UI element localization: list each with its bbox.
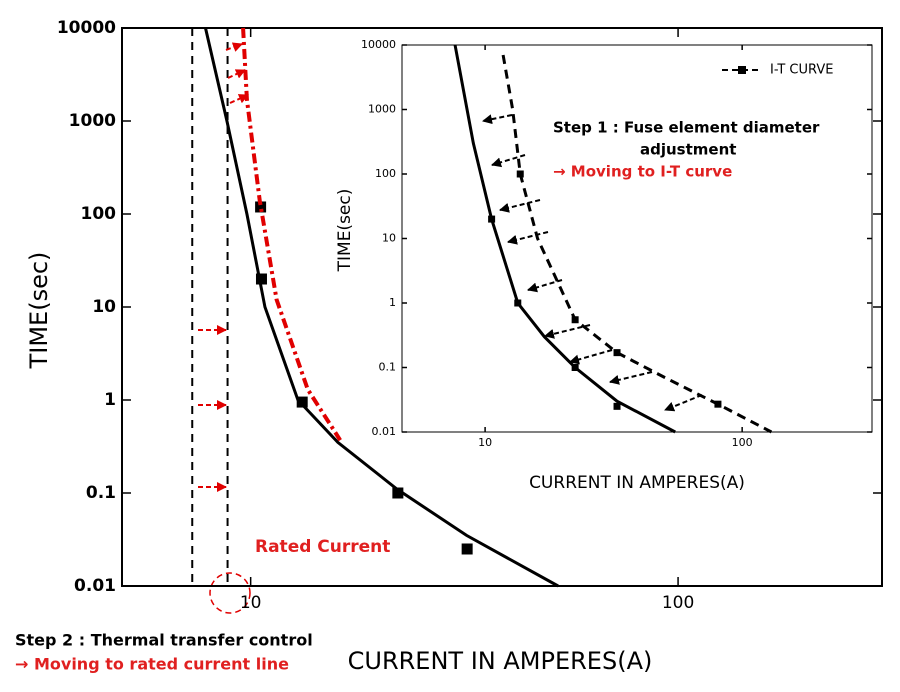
data-point [255, 273, 267, 285]
y-tick-label: 0.01 [372, 425, 397, 438]
data-point [613, 349, 621, 357]
x-tick-label: 10 [478, 436, 492, 449]
y-tick-label: 10 [382, 232, 396, 245]
annotation: → Moving to I-T curve [553, 163, 732, 181]
x-tick-label: 10 [240, 593, 262, 613]
data-point [514, 299, 522, 307]
legend-label: I-T CURVE [770, 63, 833, 78]
arrow [227, 69, 246, 79]
curve [241, 27, 342, 442]
data-point [516, 170, 524, 178]
data-point [613, 402, 621, 410]
y-tick-label: 1000 [368, 103, 396, 116]
y-tick-label: 10 [92, 297, 116, 317]
data-point [571, 316, 579, 324]
curve [453, 44, 676, 434]
arrow [609, 371, 653, 385]
x-tick-label: 100 [662, 593, 694, 613]
y-tick-label: 0.01 [74, 576, 116, 596]
x-tick-label: 100 [732, 436, 753, 449]
data-point [255, 201, 267, 213]
y-tick-label: 1 [389, 296, 396, 309]
arrow [569, 349, 613, 365]
annotation: Rated Current [255, 537, 390, 557]
rated-circle [209, 572, 251, 614]
y-tick-label: 1000 [69, 111, 116, 131]
arrow [664, 394, 703, 412]
arrow [225, 42, 243, 52]
annotation: Step 2 : Thermal transfer control [15, 631, 313, 650]
x-axis-label: CURRENT IN AMPERES(A) [348, 647, 653, 675]
y-axis-label: TIME(sec) [25, 252, 53, 370]
legend-marker [738, 66, 746, 74]
arrow [229, 94, 249, 104]
data-point [488, 215, 496, 223]
data-point [296, 396, 308, 408]
y-tick-label: 0.1 [379, 361, 397, 374]
annotation: Step 1 : Fuse element diameter [553, 119, 820, 137]
y-axis-label: TIME(sec) [335, 189, 355, 273]
annotation: adjustment [640, 141, 736, 159]
data-point [461, 543, 473, 555]
plot-frame [401, 44, 873, 433]
arrow [482, 114, 513, 125]
y-tick-label: 10000 [361, 38, 396, 51]
y-tick-label: 100 [81, 204, 117, 224]
arrow [491, 154, 526, 168]
arrow [527, 279, 563, 293]
arrow [499, 199, 541, 213]
data-point [714, 400, 722, 408]
y-tick-label: 100 [375, 167, 396, 180]
x-axis-label: CURRENT IN AMPERES(A) [529, 473, 745, 493]
data-point [392, 487, 404, 499]
y-tick-label: 0.1 [86, 483, 116, 503]
annotation: → Moving to rated current line [15, 655, 289, 674]
arrow [507, 231, 549, 245]
data-point [571, 364, 579, 371]
y-tick-label: 1 [104, 390, 116, 410]
y-tick-label: 10000 [57, 18, 116, 38]
